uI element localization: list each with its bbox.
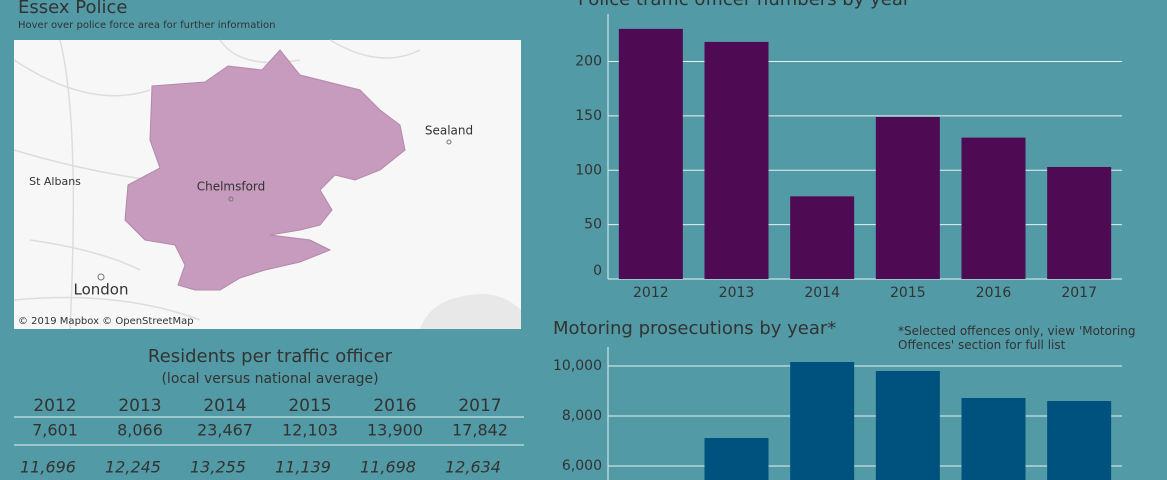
table-cell: 12,245: [105, 458, 161, 477]
y-tick-label: 8,000: [562, 408, 602, 424]
place-label: Sealand: [425, 124, 473, 138]
table-cell: 12,103: [282, 421, 338, 440]
table-title: Residents per traffic officer: [148, 346, 393, 367]
x-tick-label: 2016: [976, 285, 1012, 301]
bar: [704, 41, 769, 279]
map-attribution: © 2019 Mapbox © OpenStreetMap: [18, 316, 194, 327]
essex-area[interactable]: [124, 49, 406, 291]
map-land: [420, 294, 521, 329]
bar: [790, 362, 855, 480]
page-subtitle: Hover over police force area for further…: [18, 20, 275, 31]
bar: [961, 137, 1026, 279]
table-header: 2012: [33, 396, 76, 416]
table-cell: 11,698: [360, 458, 416, 477]
table-cell: 17,842: [452, 421, 508, 440]
bar: [618, 28, 683, 279]
bar: [790, 196, 855, 279]
table-cell: 11,139: [275, 458, 331, 477]
table-cell: 12,634: [445, 458, 501, 477]
bar: [1047, 401, 1112, 480]
place-label: St Albans: [29, 175, 81, 188]
place-dot: [97, 273, 105, 281]
map-roads: [13, 39, 421, 330]
y-tick-label: 150: [575, 108, 602, 124]
chart-title: Motoring prosecutions by year*: [553, 318, 836, 339]
place-dot: [228, 196, 234, 202]
chart-title: Police traffic officer numbers by year: [578, 0, 911, 10]
table-header: 2014: [203, 396, 246, 416]
table-header: 2013: [118, 396, 161, 416]
place-dot: [446, 139, 452, 145]
y-tick-label: 10,000: [553, 358, 602, 374]
y-tick-label: 6,000: [562, 458, 602, 474]
bar: [875, 371, 940, 480]
y-tick-label: 100: [575, 162, 602, 178]
y-tick-label: 0: [593, 263, 602, 279]
bar: [875, 116, 940, 280]
table-cell: 11,696: [20, 458, 76, 477]
table-cell: 13,900: [367, 421, 423, 440]
y-tick-label: 200: [575, 54, 602, 70]
bar: [704, 438, 769, 480]
table-header: 2016: [373, 396, 416, 416]
x-tick-label: 2014: [804, 285, 840, 301]
map[interactable]: Sealand St Albans Chelmsford London © 20…: [13, 39, 521, 330]
place-label: Chelmsford: [197, 180, 266, 194]
bar: [1047, 166, 1112, 279]
x-tick-label: 2012: [633, 285, 669, 301]
table-cell: 7,601: [32, 421, 78, 440]
chart-annotation: *Selected offences only, view 'Motoring O…: [898, 324, 1135, 352]
bar: [961, 398, 1026, 480]
x-tick-label: 2015: [890, 285, 926, 301]
page-title: Essex Police: [18, 0, 127, 18]
table-header: 2017: [458, 396, 501, 416]
x-tick-label: 2013: [719, 285, 755, 301]
x-tick-label: 2017: [1061, 285, 1097, 301]
table-cell: 23,467: [197, 421, 253, 440]
table-subtitle: (local versus national average): [161, 371, 378, 387]
table-cell: 13,255: [190, 458, 246, 477]
y-tick-label: 50: [584, 217, 602, 233]
table-header: 2015: [288, 396, 331, 416]
table-cell: 8,066: [117, 421, 163, 440]
place-label: London: [74, 281, 129, 299]
